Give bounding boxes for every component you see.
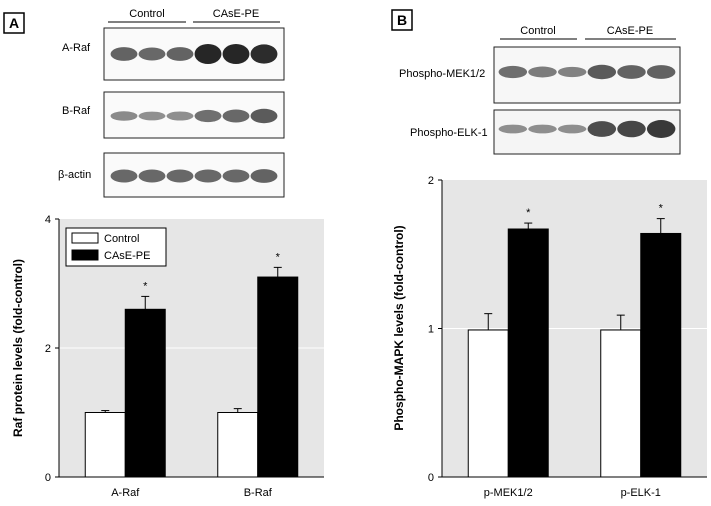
chart-b-y-axis-title: Phospho-MAPK levels (fold-control) (392, 225, 406, 430)
panel-b-group-label-control: Control (520, 25, 555, 37)
chart-a-legend: Control CAsE-PE (65, 227, 167, 267)
panel-a-b-raf-band-4 (194, 109, 222, 123)
chart-a-y-tick-label-2: 2 (45, 343, 51, 355)
chart-b-y-tick-label-2: 2 (428, 175, 434, 187)
panel-b-phospho-elk-band-6 (646, 120, 676, 138)
panel-b-phospho-mek-band-3 (557, 66, 587, 78)
chart-a-bar-a-raf-case-pe (124, 308, 166, 478)
panel-b-phospho-elk-band-4 (587, 121, 617, 137)
panel-b-group-label-case: CAsE-PE (607, 25, 653, 37)
chart-a-y-ticks: 0 2 4 (45, 214, 59, 484)
panel-b-phospho-mek-band-6 (646, 65, 676, 79)
chart-a-x-tick-label-b-raf: B-Raf (244, 487, 273, 499)
chart-a-bars: ** (84, 251, 299, 478)
chart-b-bar-p-mek1-2-control (467, 329, 509, 478)
chart-b-significance-p-elk-1: * (659, 203, 664, 215)
panel-a-letter-box (3, 12, 25, 34)
panel-a-beta-actin-band-3 (166, 169, 194, 183)
panel-b: B Control CAsE-PE Phospho-MEK1/2 Phospho… (391, 9, 707, 499)
chart-b-bar-p-elk-1-control (600, 329, 642, 478)
panel-a-b-raf-band-5 (222, 109, 250, 123)
panel-b-letter-box (391, 9, 413, 31)
panel-a-letter: A (9, 15, 19, 31)
panel-a-blot-bands-a-raf (110, 44, 278, 64)
panel-b-phospho-elk-band-3 (557, 124, 587, 134)
chart-a-legend-swatch-case (71, 249, 99, 261)
panel-a-blot-label-b-raf: B-Raf (62, 105, 91, 117)
chart-a-legend-label-control: Control (104, 233, 139, 245)
chart-a-y-axis-title: Raf protein levels (fold-control) (11, 259, 25, 437)
chart-a-bar-b-raf-control (217, 412, 259, 478)
panel-a-a-raf-band-1 (110, 47, 138, 61)
chart-b-x-tick-label-p-mek1-2: p-MEK1/2 (484, 487, 533, 499)
panel-a-blot-bands-b-raf (110, 108, 278, 124)
chart-b-bar-p-mek1-2-case-pe (507, 228, 549, 478)
panel-b-phospho-mek-band-2 (528, 66, 557, 78)
panel-b-phospho-elk-band-5 (617, 120, 646, 138)
panel-a-b-raf-band-1 (110, 111, 138, 121)
chart-a-legend-label-case: CAsE-PE (104, 250, 150, 262)
panel-a-blot-label-a-raf: A-Raf (62, 42, 91, 54)
panel-b-phospho-mek-band-5 (617, 65, 646, 79)
chart-a-bar-b-raf-case-pe (257, 276, 299, 478)
panel-a-b-raf-band-6 (250, 108, 278, 124)
chart-b-significance-p-mek1-2: * (526, 207, 531, 219)
panel-b-phospho-mek-band-1 (498, 65, 528, 79)
panel-a-beta-actin-band-5 (222, 169, 250, 183)
panel-a-blot-bands-beta-actin (110, 169, 278, 183)
chart-a-y-tick-label-0: 0 (45, 472, 51, 484)
panel-a-beta-actin-band-1 (110, 169, 138, 183)
panel-a-blot-label-beta-actin: β-actin (58, 169, 91, 181)
panel-b-blot-label-phospho-elk: Phospho-ELK-1 (410, 127, 488, 139)
panel-a-a-raf-band-2 (138, 47, 166, 61)
panel-a-group-label-case: CAsE-PE (213, 8, 259, 20)
panel-a-group-label-control: Control (129, 8, 164, 20)
chart-a-legend-swatch-control (71, 232, 99, 244)
panel-a-a-raf-band-5 (222, 44, 250, 64)
panel-b-letter: B (397, 12, 407, 28)
panel-a-b-raf-band-3 (166, 111, 194, 121)
chart-a-y-tick-label-4: 4 (45, 214, 51, 226)
panel-a-a-raf-band-3 (166, 47, 194, 61)
chart-b-y-ticks: 0 1 2 (428, 175, 442, 484)
panel-b-blot-bands-phospho-mek (498, 64, 676, 80)
panel-a: A Control CAsE-PE A-Raf B-Raf β-actin **… (3, 8, 324, 499)
chart-a-bar-a-raf-control (84, 412, 126, 478)
panel-b-blot-label-phospho-mek: Phospho-MEK1/2 (399, 68, 485, 80)
panel-a-a-raf-band-6 (250, 44, 278, 64)
chart-a-x-ticks: A-Raf B-Raf (111, 487, 273, 499)
chart-b-x-ticks: p-MEK1/2 p-ELK-1 (484, 487, 661, 499)
panel-b-blot-bands-phospho-elk (498, 120, 676, 138)
panel-b-phospho-elk-band-1 (498, 124, 528, 134)
chart-a-significance-a-raf: * (143, 280, 148, 292)
chart-a-x-tick-label-a-raf: A-Raf (111, 487, 140, 499)
panel-a-beta-actin-band-2 (138, 169, 166, 183)
chart-b-x-tick-label-p-elk-1: p-ELK-1 (621, 487, 661, 499)
panel-a-a-raf-band-4 (194, 44, 222, 64)
chart-b-bar-p-elk-1-case-pe (640, 232, 682, 478)
chart-a-significance-b-raf: * (276, 251, 281, 263)
panel-b-phospho-mek-band-4 (587, 64, 617, 80)
panel-a-b-raf-band-2 (138, 111, 166, 121)
panel-a-beta-actin-band-4 (194, 169, 222, 183)
chart-b-y-tick-label-1: 1 (428, 324, 434, 336)
chart-b-y-tick-label-0: 0 (428, 472, 434, 484)
panel-b-phospho-elk-band-2 (528, 124, 557, 134)
panel-a-beta-actin-band-6 (250, 169, 278, 183)
